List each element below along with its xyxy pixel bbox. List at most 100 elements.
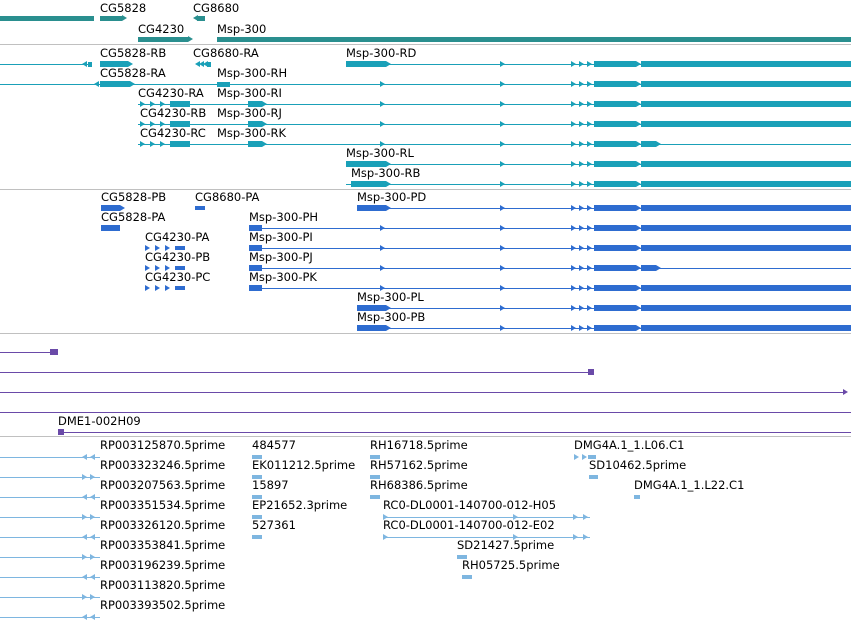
protein-label[interactable]: CG4230-PA bbox=[145, 230, 210, 244]
mrna-label[interactable]: Msp-300-RJ bbox=[217, 106, 282, 120]
est-label[interactable]: RP003351534.5prime bbox=[100, 498, 226, 512]
mrna-label[interactable]: Msp-300-RH bbox=[217, 66, 288, 80]
est-label[interactable]: RP003323246.5prime bbox=[100, 458, 226, 472]
strand-arrow-right-icon bbox=[571, 61, 576, 67]
exon-block bbox=[88, 62, 92, 67]
est-label[interactable]: EP21652.3prime bbox=[252, 498, 348, 512]
strand-arrow-right-icon bbox=[380, 225, 385, 231]
protein-label[interactable]: Msp-300-PL bbox=[357, 290, 424, 304]
mrna-label[interactable]: Msp-300-RL bbox=[346, 146, 414, 160]
exon-block bbox=[370, 495, 380, 499]
strand-arrow-right-icon bbox=[380, 141, 385, 147]
strand-arrow-right-icon bbox=[513, 534, 518, 540]
intron-line bbox=[249, 268, 851, 269]
strand-arrow-right-icon bbox=[587, 61, 592, 67]
exon-block bbox=[370, 475, 380, 479]
exon-block bbox=[170, 121, 190, 127]
strand-arrow-right-icon bbox=[579, 205, 584, 211]
strand-arrow-right-icon bbox=[380, 265, 385, 271]
exon-block bbox=[357, 205, 386, 211]
strand-arrow-right-icon bbox=[636, 325, 641, 331]
strand-arrow-right-icon bbox=[120, 205, 125, 211]
exon-block bbox=[197, 16, 205, 21]
gene-label[interactable]: CG8680 bbox=[193, 1, 240, 15]
est-label[interactable]: RP003113820.5prime bbox=[100, 578, 226, 592]
exon-block bbox=[248, 141, 262, 147]
gene-label[interactable]: CG4230 bbox=[138, 22, 185, 36]
est-label[interactable]: EK011212.5prime bbox=[252, 458, 356, 472]
strand-arrow-right-icon bbox=[155, 245, 160, 251]
protein-label[interactable]: Msp-300-PB bbox=[357, 310, 426, 324]
intron-line bbox=[0, 617, 100, 618]
protein-label[interactable]: CG4230-PC bbox=[145, 270, 211, 284]
strand-arrow-right-icon bbox=[500, 205, 505, 211]
exon-block bbox=[594, 141, 636, 147]
protein-label[interactable]: CG8680-PA bbox=[195, 190, 260, 204]
est-label[interactable]: RP003196239.5prime bbox=[100, 558, 226, 572]
exon-block bbox=[50, 349, 58, 355]
strand-arrow-right-icon bbox=[636, 121, 641, 127]
intron-line bbox=[0, 597, 100, 598]
est-label[interactable]: DMG4A.1_1.L22.C1 bbox=[634, 478, 745, 492]
strand-arrow-right-icon bbox=[656, 265, 661, 271]
protein-label[interactable]: Msp-300-PK bbox=[249, 270, 317, 284]
mrna-label[interactable]: Msp-300-RK bbox=[217, 126, 286, 140]
est-label[interactable]: RH68386.5prime bbox=[370, 478, 468, 492]
est-label[interactable]: RP003353841.5prime bbox=[100, 538, 226, 552]
est-label[interactable]: RP003326120.5prime bbox=[100, 518, 226, 532]
intron-line bbox=[0, 497, 100, 498]
mrna-label[interactable]: CG5828-RB bbox=[100, 46, 167, 60]
mrna-label[interactable]: Msp-300-RB bbox=[351, 166, 421, 180]
est-label[interactable]: RH57162.5prime bbox=[370, 458, 468, 472]
intron-line bbox=[0, 352, 50, 353]
mrna-label[interactable]: CG4230-RA bbox=[138, 86, 204, 100]
strand-arrow-right-icon bbox=[587, 225, 592, 231]
mrna-label[interactable]: Msp-300-RI bbox=[217, 86, 282, 100]
strand-arrow-right-icon bbox=[380, 121, 385, 127]
est-label[interactable]: RC0-DL0001-140700-012-E02 bbox=[383, 518, 555, 532]
mrna-label[interactable]: CG4230-RB bbox=[140, 106, 207, 120]
intron-line bbox=[0, 84, 851, 85]
est-label[interactable]: 484577 bbox=[252, 438, 296, 452]
gene-label[interactable]: Msp-300 bbox=[217, 22, 267, 36]
gene-label[interactable]: CG5828 bbox=[100, 1, 147, 15]
est-label[interactable]: RH16718.5prime bbox=[370, 438, 468, 452]
protein-label[interactable]: CG5828-PA bbox=[101, 210, 166, 224]
exon-block bbox=[249, 265, 262, 271]
exon-block bbox=[252, 535, 262, 539]
intron-line bbox=[0, 457, 100, 458]
protein-label[interactable]: CG4230-PB bbox=[145, 250, 211, 264]
strand-arrow-right-icon bbox=[386, 61, 391, 67]
cdna-label[interactable]: DME1-002H09 bbox=[58, 414, 141, 428]
protein-label[interactable]: Msp-300-PD bbox=[357, 190, 427, 204]
est-label[interactable]: RP003207563.5prime bbox=[100, 478, 226, 492]
exon-block bbox=[195, 206, 205, 210]
protein-label[interactable]: CG5828-PB bbox=[101, 190, 167, 204]
est-label[interactable]: 15897 bbox=[252, 478, 289, 492]
strand-arrow-right-icon bbox=[122, 15, 127, 21]
mrna-label[interactable]: CG4230-RC bbox=[140, 126, 206, 140]
strand-arrow-left-icon bbox=[195, 61, 200, 67]
est-label[interactable]: RP003125870.5prime bbox=[100, 438, 226, 452]
est-label[interactable]: 527361 bbox=[252, 518, 296, 532]
est-label[interactable]: RP003393502.5prime bbox=[100, 598, 226, 612]
strand-arrow-right-icon bbox=[636, 305, 641, 311]
strand-arrow-left-icon bbox=[82, 61, 87, 67]
mrna-label[interactable]: Msp-300-RD bbox=[346, 46, 417, 60]
est-label[interactable]: DMG4A.1_1.L06.C1 bbox=[574, 438, 685, 452]
est-label[interactable]: SD10462.5prime bbox=[589, 458, 687, 472]
strand-arrow-left-icon bbox=[82, 574, 87, 580]
protein-label[interactable]: Msp-300-PJ bbox=[249, 250, 313, 264]
protein-label[interactable]: Msp-300-PI bbox=[249, 230, 313, 244]
est-label[interactable]: RC0-DL0001-140700-012-H05 bbox=[383, 498, 557, 512]
strand-arrow-right-icon bbox=[140, 141, 145, 147]
strand-arrow-right-icon bbox=[571, 121, 576, 127]
exon-block bbox=[641, 245, 851, 251]
mrna-label[interactable]: CG8680-RA bbox=[193, 46, 259, 60]
exon-block bbox=[641, 181, 851, 187]
est-label[interactable]: SD21427.5prime bbox=[457, 538, 555, 552]
est-label[interactable]: RH05725.5prime bbox=[462, 558, 560, 572]
protein-label[interactable]: Msp-300-PH bbox=[249, 210, 319, 224]
exon-block bbox=[462, 575, 472, 579]
mrna-label[interactable]: CG5828-RA bbox=[100, 66, 166, 80]
